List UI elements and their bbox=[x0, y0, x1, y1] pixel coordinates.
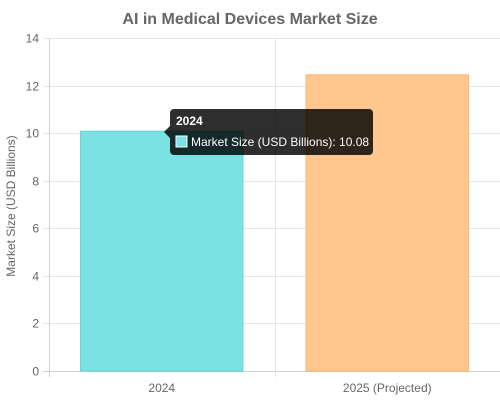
y-axis: 0 2 4 6 8 10 12 14 bbox=[26, 32, 40, 379]
tooltip-background bbox=[170, 109, 373, 155]
tooltip-swatch bbox=[175, 135, 188, 148]
x-tick-label: 2025 (Projected) bbox=[343, 381, 432, 395]
y-tick-label: 10 bbox=[26, 127, 40, 141]
bar[interactable] bbox=[80, 130, 244, 372]
y-axis-title: Market Size (USD Billions) bbox=[4, 135, 18, 276]
bars bbox=[80, 74, 469, 372]
chart-title: AI in Medical Devices Market Size bbox=[122, 11, 377, 28]
y-tick-label: 12 bbox=[26, 80, 40, 94]
y-tick-label: 6 bbox=[32, 222, 39, 236]
tooltip: 2024 Market Size (USD Billions): 10.08 bbox=[164, 109, 373, 155]
x-axis: 2024 2025 (Projected) bbox=[148, 381, 431, 395]
tooltip-caret bbox=[164, 126, 170, 138]
y-tick-label: 4 bbox=[32, 270, 39, 284]
y-tick-label: 0 bbox=[32, 365, 39, 379]
y-tick-label: 14 bbox=[26, 32, 40, 46]
y-tick-label: 2 bbox=[32, 317, 39, 331]
x-tick-label: 2024 bbox=[148, 381, 175, 395]
y-tick-label: 8 bbox=[32, 175, 39, 189]
tooltip-title: 2024 bbox=[176, 114, 203, 128]
tooltip-label: Market Size (USD Billions): 10.08 bbox=[191, 135, 369, 149]
